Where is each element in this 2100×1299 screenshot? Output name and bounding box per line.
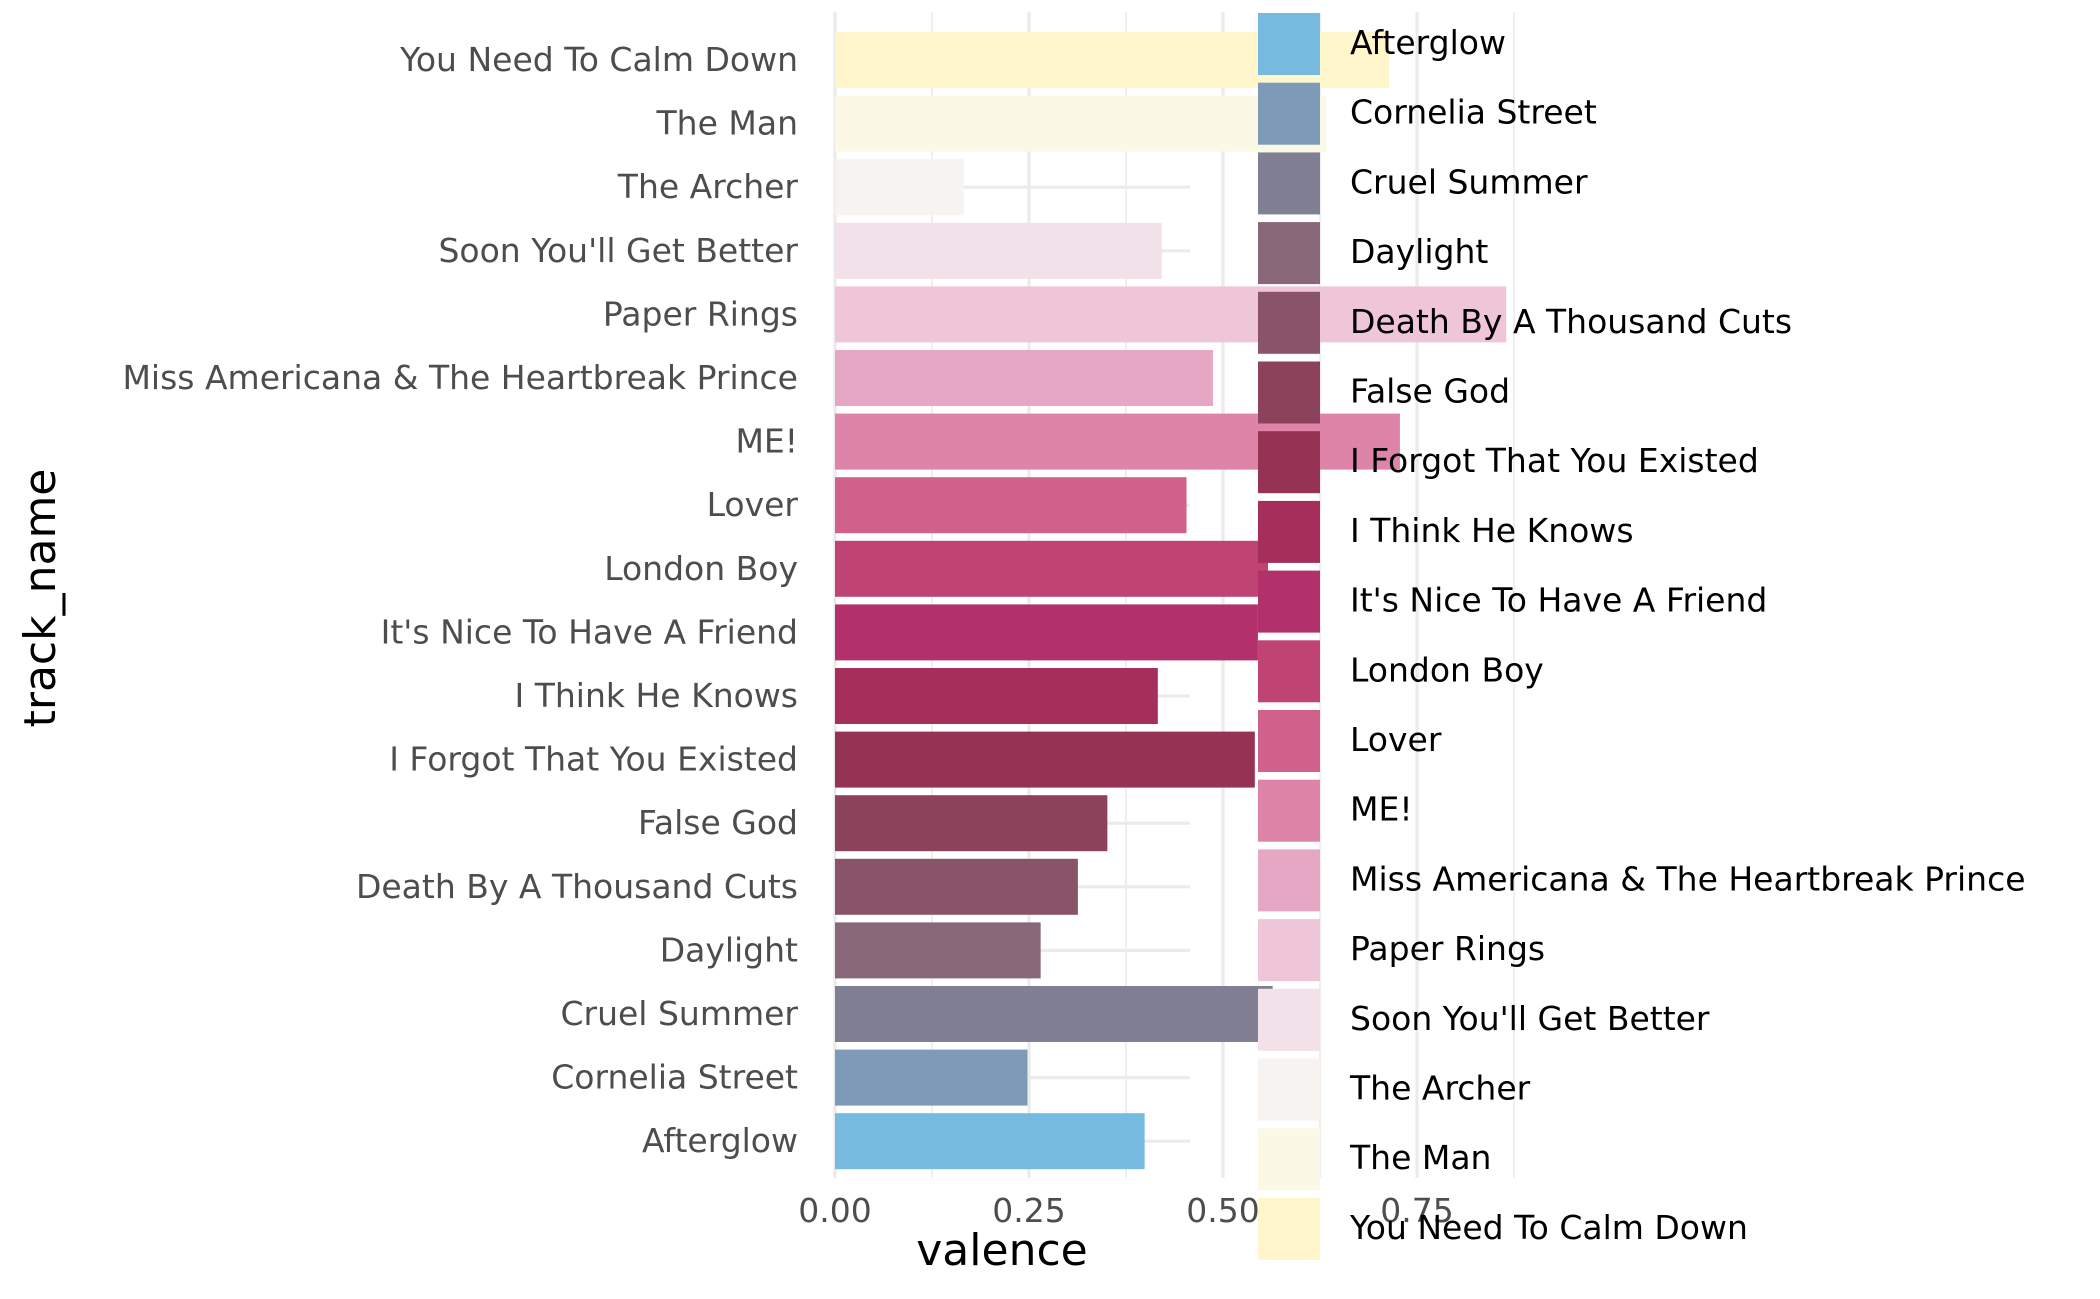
legend-key (1258, 919, 1320, 982)
bars (835, 32, 1507, 1170)
legend-key (1258, 1058, 1320, 1121)
legend-key (1258, 710, 1320, 772)
x-tick-label: 0.75 (1380, 1191, 1453, 1230)
x-tick-label: 0.00 (798, 1191, 871, 1230)
y-tick-label: Cruel Summer (560, 994, 798, 1033)
x-tick-label: 0.25 (992, 1191, 1065, 1230)
legend-label: ME! (1350, 790, 1413, 829)
y-tick-label: Miss Americana & The Heartbreak Prince (122, 358, 798, 397)
y-tick-label: London Boy (604, 549, 798, 588)
legend-label: Miss Americana & The Heartbreak Prince (1350, 859, 2026, 898)
bar (835, 1049, 1028, 1106)
y-tick-label: Cornelia Street (551, 1058, 798, 1097)
y-tick-label: The Man (656, 104, 798, 143)
x-tick-labels: 0.00 0.25 0.50 0.75 (798, 1191, 1453, 1230)
bar (835, 795, 1108, 852)
y-tick-label: Paper Rings (603, 294, 798, 333)
legend-label: Cornelia Street (1350, 93, 1597, 132)
y-tick-label: False God (638, 803, 798, 842)
legend-key (1258, 431, 1320, 494)
legend-label: Soon You'll Get Better (1350, 999, 1710, 1038)
legend-label: False God (1350, 372, 1510, 411)
legend-key (1258, 1197, 1320, 1260)
bar (835, 922, 1041, 979)
legend-key (1258, 1128, 1320, 1191)
legend-key (1258, 361, 1320, 424)
bar (835, 95, 1327, 152)
bar (835, 858, 1078, 915)
y-tick-label: Daylight (660, 930, 798, 969)
legend-label: Lover (1350, 720, 1442, 759)
y-tick-label: ME! (735, 422, 798, 461)
legend: Afterglow Cornelia Street Cruel Summer Dayl… (1258, 13, 2026, 1260)
legend-label: I Forgot That You Existed (1350, 441, 1759, 480)
x-tick-label: 0.50 (1186, 1191, 1259, 1230)
legend-label: You Need To Calm Down (1349, 1208, 1748, 1247)
legend-key (1258, 988, 1320, 1051)
legend-label: Afterglow (1350, 23, 1506, 62)
y-tick-label: You Need To Calm Down (399, 40, 798, 79)
y-tick-label: The Archer (617, 167, 799, 206)
y-tick-labels: Afterglow Cornelia Street Cruel Summer Dayl… (122, 40, 798, 1160)
legend-label: The Man (1349, 1138, 1491, 1177)
legend-key (1258, 152, 1320, 215)
bar (835, 350, 1213, 406)
legend-label: London Boy (1350, 650, 1544, 689)
bar (835, 731, 1255, 788)
bar (835, 986, 1273, 1042)
y-tick-label: Afterglow (642, 1121, 798, 1160)
legend-key (1258, 849, 1320, 912)
bar (835, 477, 1187, 534)
legend-key (1258, 500, 1320, 563)
y-tick-label: I Think He Knows (514, 676, 798, 715)
legend-key (1258, 82, 1320, 145)
legend-label: I Think He Knows (1350, 511, 1634, 550)
legend-label: The Archer (1349, 1069, 1531, 1108)
bar (835, 1113, 1145, 1170)
bar (835, 159, 964, 216)
legend-label: It's Nice To Have A Friend (1350, 581, 1767, 620)
bar (835, 604, 1258, 661)
bar (835, 222, 1162, 279)
legend-key (1258, 779, 1320, 842)
legend-key (1258, 570, 1320, 633)
x-axis-title: valence (916, 1225, 1087, 1276)
legend-label: Death By A Thousand Cuts (1350, 302, 1792, 341)
y-tick-label: It's Nice To Have A Friend (381, 612, 798, 651)
legend-key (1258, 13, 1320, 75)
y-axis-title: track_name (15, 469, 66, 728)
y-tick-label: Lover (707, 485, 799, 524)
legend-key (1258, 640, 1320, 703)
bar (835, 668, 1158, 724)
legend-key (1258, 291, 1320, 354)
y-tick-label: Soon You'll Get Better (438, 231, 798, 270)
bar (835, 540, 1269, 597)
y-tick-label: Death By A Thousand Cuts (356, 867, 798, 906)
legend-key (1258, 222, 1320, 285)
y-tick-label: I Forgot That You Existed (389, 740, 798, 779)
legend-label: Daylight (1350, 232, 1488, 271)
legend-label: Cruel Summer (1350, 162, 1588, 201)
bar (835, 286, 1507, 343)
legend-label: Paper Rings (1350, 929, 1545, 968)
